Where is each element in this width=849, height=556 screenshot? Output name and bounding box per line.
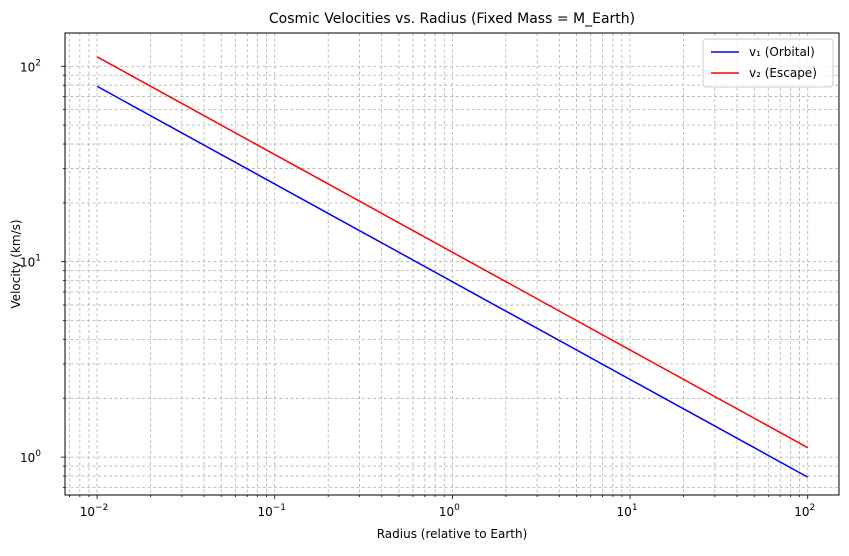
legend: v₁ (Orbital) v₂ (Escape)	[702, 38, 834, 88]
x-tick-label: 10−1	[257, 503, 286, 519]
x-tick-label: 100	[439, 503, 460, 519]
x-tick-label: 10−2	[80, 503, 109, 519]
y-tick-label: 102	[20, 58, 41, 74]
legend-label: v₂ (Escape)	[749, 66, 817, 80]
grid	[65, 33, 839, 495]
series-layer	[96, 56, 809, 478]
x-tick-label: 102	[794, 503, 815, 519]
x-axis: 10−2 10−1 100 101 102	[69, 495, 815, 519]
series-line-escape	[96, 56, 809, 449]
x-axis-label: Radius (relative to Earth)	[377, 527, 528, 541]
legend-label: v₁ (Orbital)	[749, 45, 815, 59]
y-axis-label: Velocity (km/s)	[9, 219, 23, 308]
y-tick-label: 101	[20, 254, 41, 270]
y-axis: 100 101 102	[20, 58, 65, 488]
series-line-orbital	[96, 85, 809, 478]
x-tick-label: 101	[617, 503, 638, 519]
y-tick-label: 100	[20, 449, 41, 465]
chart-title: Cosmic Velocities vs. Radius (Fixed Mass…	[269, 11, 635, 27]
legend-box	[702, 38, 834, 88]
